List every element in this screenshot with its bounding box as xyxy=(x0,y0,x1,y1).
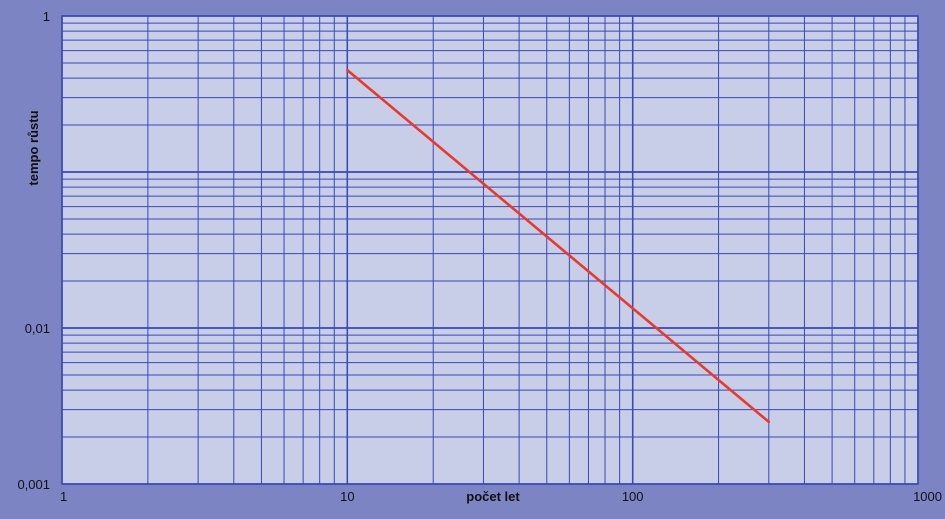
series-line xyxy=(346,68,771,424)
x-tick-label: 1000 xyxy=(913,489,942,504)
y-axis-ticks: 0,001 0,01 1 xyxy=(17,9,50,492)
y-tick-label: 0,001 xyxy=(17,477,50,492)
grid xyxy=(61,15,919,485)
series-layer xyxy=(346,68,771,424)
x-tick-label: 100 xyxy=(622,489,644,504)
y-tick-label: 1 xyxy=(43,9,50,24)
y-tick-label: 0,01 xyxy=(25,321,50,336)
x-tick-label: 10 xyxy=(340,489,354,504)
x-axis-ticks: 1 10 100 1000 xyxy=(60,489,942,504)
x-tick-label: 1 xyxy=(60,489,67,504)
y-axis-label: tempo růstu xyxy=(26,110,41,185)
x-axis-label: počet let xyxy=(466,489,520,504)
plot-area xyxy=(61,15,919,485)
